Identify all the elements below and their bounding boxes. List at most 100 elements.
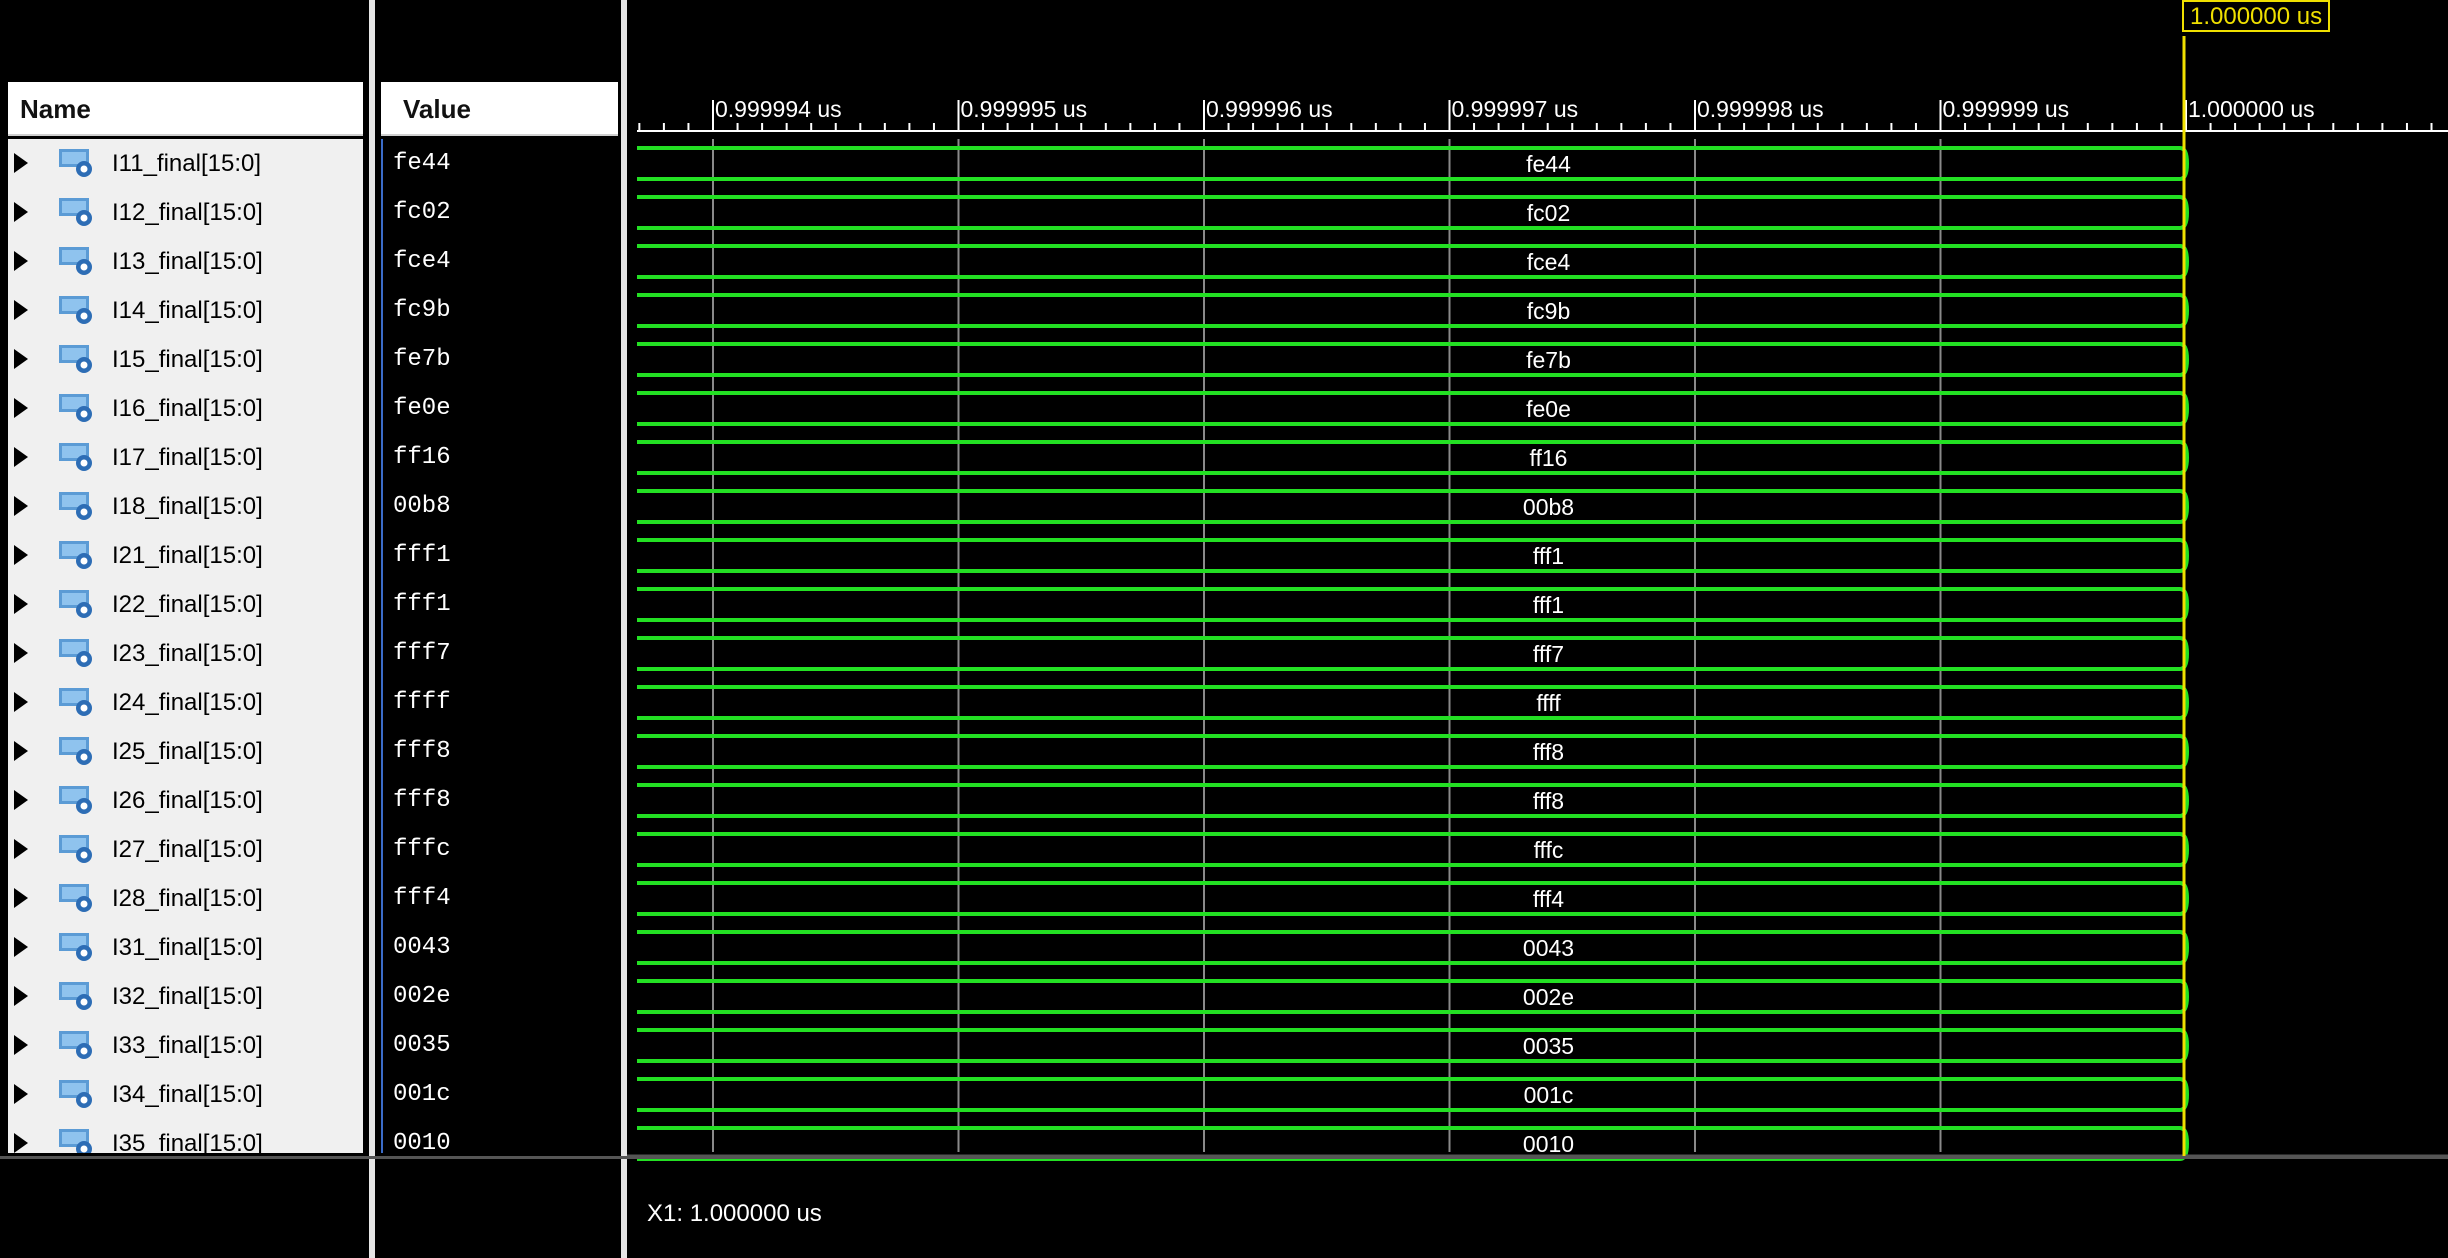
signal-row[interactable]: I17_final[15:0] xyxy=(8,433,363,482)
signal-row[interactable]: I34_final[15:0] xyxy=(8,1070,363,1119)
cursor-time-label[interactable]: 1.000000 us xyxy=(2182,0,2331,32)
signal-value: fe7b xyxy=(393,346,451,373)
time-tick-label: 0.999995 us xyxy=(960,96,1088,122)
signal-row[interactable]: I26_final[15:0] xyxy=(8,776,363,825)
value-wave-splitter[interactable] xyxy=(621,0,627,1258)
signal-name: I21_final[15:0] xyxy=(112,542,263,569)
expand-arrow-icon[interactable] xyxy=(14,398,28,418)
waveform-canvas[interactable] xyxy=(627,0,2448,1258)
signal-value: fe44 xyxy=(393,150,451,177)
value-panel-footer xyxy=(375,1160,621,1258)
bus-waveform xyxy=(637,685,2190,720)
signal-row[interactable]: I16_final[15:0] xyxy=(8,384,363,433)
expand-arrow-icon[interactable] xyxy=(14,300,28,320)
bus-waveform xyxy=(637,636,2190,671)
signal-value: 0043 xyxy=(393,934,451,961)
bus-value-label: fff8 xyxy=(1532,739,1565,765)
expand-arrow-icon[interactable] xyxy=(14,986,28,1006)
bus-signal-icon xyxy=(59,443,92,471)
signal-value: 00b8 xyxy=(393,493,451,520)
signal-name: I23_final[15:0] xyxy=(112,640,263,667)
signal-row[interactable]: I18_final[15:0] xyxy=(8,482,363,531)
bus-waveform xyxy=(637,195,2190,230)
bus-value-label: 0035 xyxy=(1522,1033,1575,1059)
value-column-header[interactable]: Value xyxy=(381,82,618,136)
signal-name: I15_final[15:0] xyxy=(112,346,263,373)
signal-row[interactable]: I11_final[15:0] xyxy=(8,139,363,188)
signal-row[interactable]: I32_final[15:0] xyxy=(8,972,363,1021)
expand-arrow-icon[interactable] xyxy=(14,349,28,369)
signal-row[interactable]: I35_final[15:0] xyxy=(8,1119,363,1153)
time-tick-label: 0.999998 us xyxy=(1697,96,1824,122)
signal-name: I33_final[15:0] xyxy=(112,1032,263,1059)
expand-arrow-icon[interactable] xyxy=(14,1133,28,1153)
signal-row[interactable]: I23_final[15:0] xyxy=(8,629,363,678)
bus-waveform xyxy=(637,244,2190,279)
signal-name: I26_final[15:0] xyxy=(112,787,263,814)
signal-name: I35_final[15:0] xyxy=(112,1130,263,1153)
bus-waveform xyxy=(637,1077,2190,1112)
signal-value: 0035 xyxy=(393,1032,451,1059)
expand-arrow-icon[interactable] xyxy=(14,251,28,271)
expand-arrow-icon[interactable] xyxy=(14,643,28,663)
bus-value-label: fc02 xyxy=(1526,200,1571,226)
name-column-header[interactable]: Name xyxy=(8,82,363,136)
signal-row[interactable]: I21_final[15:0] xyxy=(8,531,363,580)
expand-arrow-icon[interactable] xyxy=(14,692,28,712)
bus-waveform xyxy=(637,587,2190,622)
signal-name: I14_final[15:0] xyxy=(112,297,263,324)
signal-value: ff16 xyxy=(393,444,451,471)
expand-arrow-icon[interactable] xyxy=(14,1084,28,1104)
expand-arrow-icon[interactable] xyxy=(14,202,28,222)
bus-waveform xyxy=(637,930,2190,965)
signal-row[interactable]: I14_final[15:0] xyxy=(8,286,363,335)
signal-row[interactable]: I25_final[15:0] xyxy=(8,727,363,776)
bus-signal-icon xyxy=(59,541,92,569)
expand-arrow-icon[interactable] xyxy=(14,790,28,810)
bus-signal-icon xyxy=(59,737,92,765)
signal-value: fff8 xyxy=(393,787,451,814)
expand-arrow-icon[interactable] xyxy=(14,545,28,565)
signal-name: I34_final[15:0] xyxy=(112,1081,263,1108)
expand-arrow-icon[interactable] xyxy=(14,741,28,761)
signal-value: ffff xyxy=(393,689,451,716)
signal-row[interactable]: I15_final[15:0] xyxy=(8,335,363,384)
bus-waveform xyxy=(637,293,2190,328)
signal-value: 001c xyxy=(393,1081,451,1108)
bus-value-label: 00b8 xyxy=(1522,494,1575,520)
expand-arrow-icon[interactable] xyxy=(14,447,28,467)
bus-value-label: fe44 xyxy=(1526,151,1571,177)
bus-value-label: 0010 xyxy=(1522,1131,1575,1157)
bus-signal-icon xyxy=(59,247,92,275)
time-tick-label: 0.999996 us xyxy=(1206,96,1333,122)
bus-waveform xyxy=(637,734,2190,769)
expand-arrow-icon[interactable] xyxy=(14,496,28,516)
signal-row[interactable]: I27_final[15:0] xyxy=(8,825,363,874)
time-tick-label: 0.999997 us xyxy=(1451,96,1579,122)
name-value-splitter[interactable] xyxy=(369,0,375,1258)
bus-value-label: ffff xyxy=(1536,690,1561,716)
expand-arrow-icon[interactable] xyxy=(14,594,28,614)
expand-arrow-icon[interactable] xyxy=(14,937,28,957)
waveform-panel[interactable]: 1.000000 us 0.999994 us 0.999995 us 0.9999… xyxy=(627,0,2448,1258)
bus-waveform xyxy=(637,146,2190,181)
bus-waveform xyxy=(637,538,2190,573)
signal-row[interactable]: I13_final[15:0] xyxy=(8,237,363,286)
signal-row[interactable]: I12_final[15:0] xyxy=(8,188,363,237)
signal-row[interactable]: I33_final[15:0] xyxy=(8,1021,363,1070)
signal-row[interactable]: I31_final[15:0] xyxy=(8,923,363,972)
bus-value-label: 0043 xyxy=(1522,935,1575,961)
bus-value-label: fff7 xyxy=(1532,641,1565,667)
bus-value-label: fc9b xyxy=(1526,298,1571,324)
bus-signal-icon xyxy=(59,639,92,667)
expand-arrow-icon[interactable] xyxy=(14,1035,28,1055)
signal-row[interactable]: I28_final[15:0] xyxy=(8,874,363,923)
expand-arrow-icon[interactable] xyxy=(14,153,28,173)
signal-row[interactable]: I24_final[15:0] xyxy=(8,678,363,727)
signal-name: I31_final[15:0] xyxy=(112,934,263,961)
expand-arrow-icon[interactable] xyxy=(14,888,28,908)
signal-row[interactable]: I22_final[15:0] xyxy=(8,580,363,629)
bus-waveform xyxy=(637,342,2190,377)
expand-arrow-icon[interactable] xyxy=(14,839,28,859)
